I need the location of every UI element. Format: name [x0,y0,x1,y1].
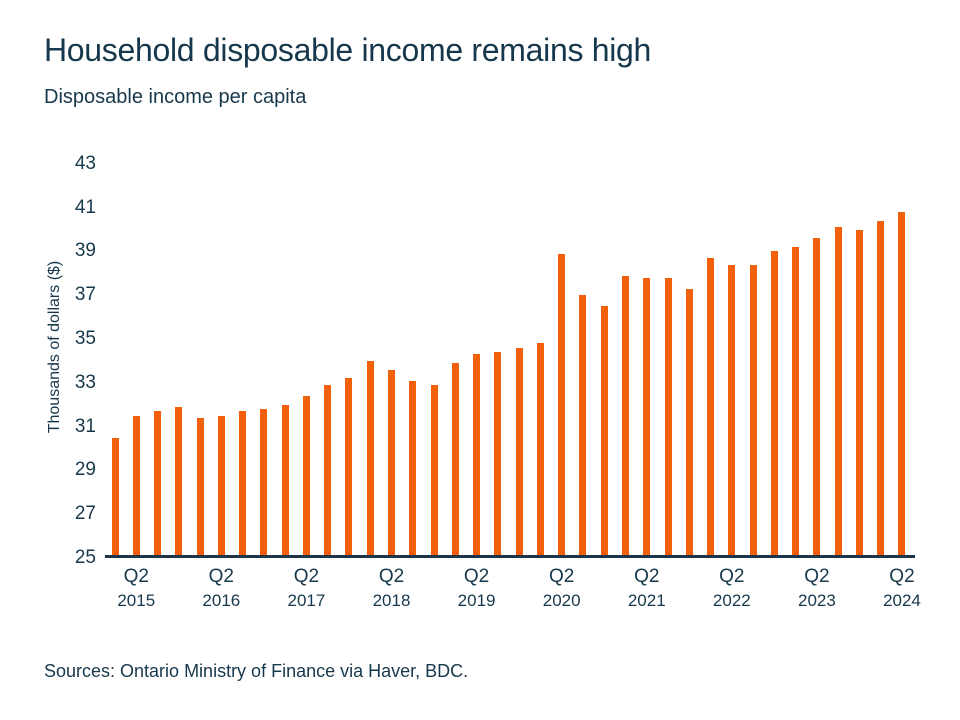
bar [877,220,885,558]
bar [855,229,863,558]
bar [792,247,800,558]
x-tick-label: Q2 2019 [432,566,522,611]
chart-subtitle: Disposable income per capita [44,86,307,108]
bar [239,411,247,558]
y-tick-label: 35 [74,328,96,349]
x-tick-year: 2021 [627,591,666,610]
plot-area [105,164,915,558]
x-tick-quarter: Q2 [889,566,915,587]
x-tick-year: 2016 [202,591,241,610]
x-tick-label: Q2 2018 [347,566,437,611]
x-tick-quarter: Q2 [293,566,320,587]
x-tick-quarter: Q2 [463,566,490,587]
bar [728,264,736,558]
bar [154,411,162,558]
x-tick-label: Q2 2021 [602,566,692,611]
x-tick-label: Q2 2022 [687,566,777,611]
x-tick-year: 2022 [712,591,751,610]
bar [643,277,651,558]
x-tick-year: 2023 [797,591,836,610]
x-tick-year: 2024 [883,591,921,610]
bar [515,347,523,558]
bar [366,360,374,558]
y-tick-label: 33 [74,371,96,393]
bar [473,354,481,558]
bar [685,288,693,558]
x-tick-quarter: Q2 [123,566,149,587]
x-tick-year: 2017 [287,591,326,610]
bar [430,385,438,558]
x-tick-quarter: Q2 [804,566,830,587]
x-tick-year: 2020 [542,591,581,610]
bar [494,352,502,558]
bar [175,406,183,558]
bar [600,306,608,558]
x-axis-line [105,555,915,558]
x-tick-label: Q2 2023 [772,566,862,611]
x-tick-year: 2015 [117,591,156,610]
page-title: Household disposable income remains high [44,32,652,68]
bar [302,395,310,558]
bar [813,238,821,558]
x-tick-year: 2018 [372,591,411,610]
x-tick-quarter: Q2 [634,566,660,587]
y-tick-label: 37 [74,284,96,306]
bar [579,295,587,558]
x-tick-label: Q2 2015 [91,566,181,611]
x-tick-label: Q2 2017 [261,566,351,611]
bar [217,415,225,558]
x-tick-year: 2019 [457,591,496,610]
bar [260,409,268,558]
y-tick-label: 29 [74,459,96,481]
bar [388,369,395,558]
y-tick-label: 25 [74,547,96,568]
bar [707,257,715,558]
x-tick-quarter: Q2 [378,566,405,587]
x-tick-quarter: Q2 [208,566,235,587]
bar [749,264,757,558]
y-tick-label: 39 [74,240,96,262]
y-tick-label: 27 [74,503,96,525]
bar [834,227,842,558]
bar [770,251,778,558]
y-tick-label: 41 [74,196,96,218]
source-note: Sources: Ontario Ministry of Finance via… [44,661,469,681]
x-tick-label: Q2 2016 [176,566,266,611]
bar [345,378,353,558]
x-tick-quarter: Q2 [548,566,575,587]
bar [898,211,906,558]
bar [111,437,119,558]
y-tick-label: 43 [74,152,96,174]
bar [281,404,289,558]
x-tick-quarter: Q2 [719,566,745,587]
bar [196,417,204,558]
bar [132,415,140,558]
bar [324,385,332,558]
x-tick-label: Q2 2020 [517,566,607,611]
bar [536,343,544,558]
bar [664,277,672,558]
x-tick-label: Q2 2024 [857,566,947,611]
bar [558,253,566,558]
bar [451,363,459,558]
bar [621,275,629,558]
bar [409,380,417,558]
y-tick-label: 31 [74,415,96,437]
